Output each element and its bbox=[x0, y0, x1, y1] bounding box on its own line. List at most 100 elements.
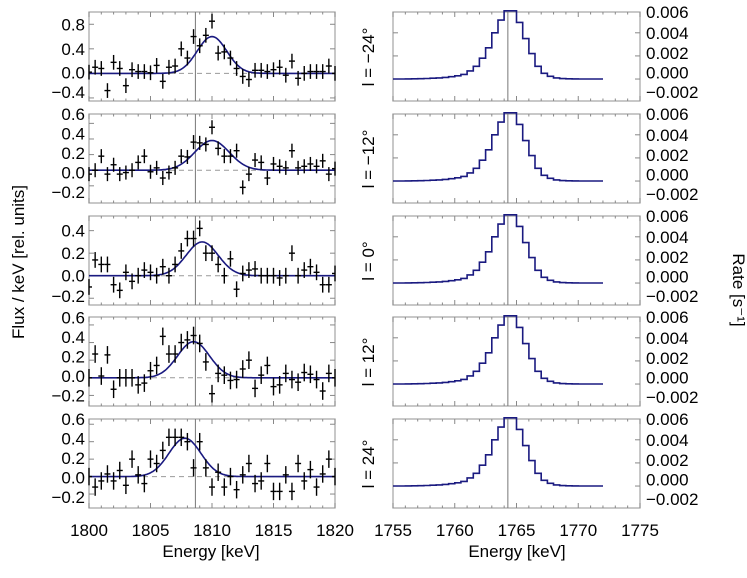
data-point bbox=[165, 345, 172, 363]
data-point bbox=[147, 450, 154, 468]
data-point bbox=[245, 262, 252, 278]
data-point bbox=[202, 137, 209, 152]
data-point bbox=[325, 364, 332, 383]
data-point bbox=[209, 120, 215, 135]
rate-histogram-line bbox=[393, 10, 603, 80]
y-tick-label: 0.6 bbox=[61, 308, 85, 327]
data-point bbox=[196, 38, 203, 54]
y-tick-label: 0.4 bbox=[61, 222, 85, 241]
x-tick-label: 1775 bbox=[621, 521, 659, 540]
x-tick-label: 1755 bbox=[374, 521, 412, 540]
data-point bbox=[110, 157, 117, 172]
y-tick-label: −0.002 bbox=[646, 388, 698, 407]
data-point bbox=[159, 327, 166, 346]
data-point bbox=[319, 465, 326, 483]
data-point bbox=[110, 276, 117, 293]
data-point bbox=[122, 476, 129, 495]
panel-frame bbox=[392, 113, 641, 204]
y-tick-label: 0.004 bbox=[646, 329, 689, 348]
data-point bbox=[202, 245, 209, 262]
y-tick-label: 0.004 bbox=[646, 228, 689, 247]
data-point bbox=[116, 167, 123, 182]
y-tick-label: 0.4 bbox=[61, 40, 85, 59]
y-tick-label: −0.2 bbox=[51, 386, 85, 405]
data-point bbox=[325, 276, 332, 293]
data-point bbox=[227, 250, 234, 267]
data-point bbox=[239, 69, 246, 84]
data-point bbox=[135, 155, 142, 170]
data-point bbox=[202, 459, 209, 477]
data-point bbox=[184, 149, 191, 164]
plot-area: −0.40.00.40.8−0.20.00.20.40.6−0.20.00.20… bbox=[51, 3, 698, 540]
data-point bbox=[227, 149, 234, 164]
data-point bbox=[135, 267, 142, 284]
y-tick-label: −0.002 bbox=[646, 83, 698, 102]
data-point bbox=[178, 243, 185, 259]
rate-histogram-line bbox=[393, 417, 603, 487]
data-point bbox=[307, 156, 314, 171]
x-tick-label: 1815 bbox=[255, 521, 293, 540]
y-tick-label: 0.4 bbox=[61, 328, 85, 347]
data-point bbox=[116, 461, 123, 480]
data-point bbox=[276, 482, 283, 501]
panel-label-1: l = −24° bbox=[359, 28, 378, 87]
data-point bbox=[325, 58, 332, 74]
y-tick-label: 0.004 bbox=[646, 431, 689, 450]
data-point bbox=[147, 264, 154, 281]
data-point bbox=[88, 368, 92, 387]
y-tick-label: 0.6 bbox=[61, 410, 85, 429]
data-point bbox=[98, 472, 105, 490]
data-point bbox=[221, 267, 228, 284]
data-point bbox=[264, 454, 271, 473]
data-point bbox=[313, 159, 320, 174]
data-point bbox=[172, 58, 179, 74]
data-point bbox=[325, 167, 332, 182]
data-point bbox=[190, 326, 197, 345]
data-point bbox=[116, 61, 123, 76]
data-point bbox=[264, 64, 271, 79]
data-point bbox=[190, 459, 197, 477]
data-point bbox=[282, 466, 289, 484]
data-point bbox=[92, 163, 99, 178]
y-tick-label: 0.4 bbox=[61, 125, 85, 144]
y-tick-label: 0.006 bbox=[646, 410, 689, 429]
data-point bbox=[295, 267, 302, 284]
data-point bbox=[295, 70, 302, 86]
data-point bbox=[319, 382, 326, 400]
y-tick-label: 0.0 bbox=[61, 164, 85, 183]
flux-panel-2: −0.20.00.20.40.6 bbox=[51, 105, 336, 204]
data-point bbox=[239, 466, 246, 484]
data-point bbox=[202, 353, 209, 371]
data-point bbox=[215, 45, 222, 61]
data-point bbox=[307, 460, 314, 479]
data-point bbox=[233, 281, 240, 298]
data-point bbox=[153, 160, 160, 175]
data-point bbox=[288, 245, 295, 262]
data-point bbox=[88, 467, 92, 486]
data-point bbox=[301, 66, 308, 81]
data-point bbox=[92, 252, 99, 268]
data-point bbox=[221, 149, 228, 164]
data-point bbox=[165, 267, 172, 284]
right-x-axis-title: Energy [keV] bbox=[468, 542, 565, 561]
data-point bbox=[276, 270, 283, 286]
rate-histogram-line bbox=[393, 315, 603, 385]
data-point bbox=[135, 376, 142, 394]
y-tick-label: 0.000 bbox=[646, 166, 689, 185]
data-point bbox=[153, 454, 160, 473]
data-point bbox=[147, 65, 154, 81]
data-point bbox=[129, 450, 136, 468]
data-point bbox=[252, 379, 259, 398]
data-point bbox=[319, 153, 326, 168]
data-point bbox=[301, 159, 308, 174]
data-point bbox=[153, 58, 160, 73]
data-point bbox=[270, 377, 277, 396]
data-point bbox=[239, 180, 246, 195]
data-point bbox=[104, 83, 111, 98]
y-tick-label: −0.002 bbox=[646, 490, 698, 509]
data-point bbox=[276, 59, 283, 75]
data-point bbox=[264, 267, 271, 284]
data-point bbox=[122, 165, 129, 180]
